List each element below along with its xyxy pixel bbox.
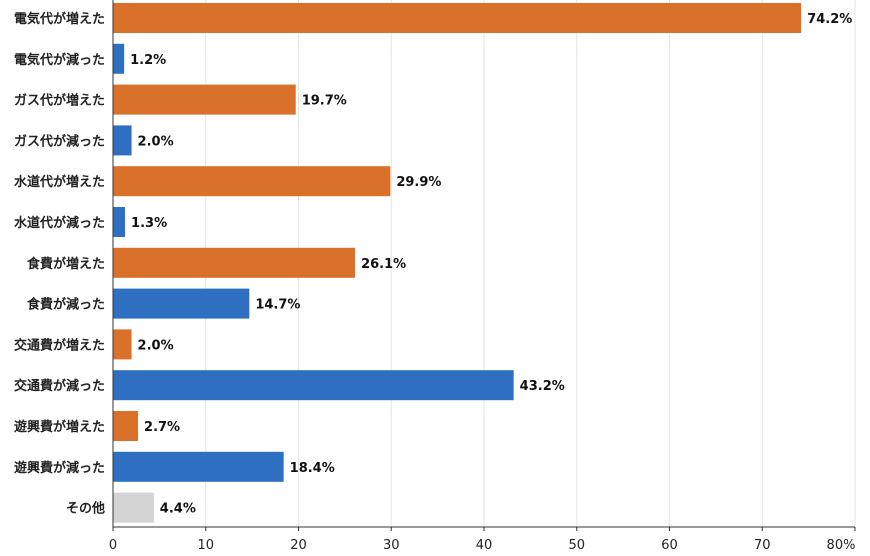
x-axis-ticks: 0 10 20 30 40 50 60 70 80% [109, 527, 856, 553]
data-label: 2.7% [144, 420, 180, 435]
data-label: 26.1% [361, 257, 406, 272]
x-tick-label: 50 [568, 538, 585, 553]
bar [113, 166, 391, 197]
x-tick-label: 10 [197, 538, 214, 553]
x-tick-label: 70 [754, 538, 771, 553]
category-label: 交通費が増えた [14, 337, 105, 353]
bar [113, 3, 802, 33]
bar [113, 247, 356, 278]
data-label: 19.7% [302, 94, 347, 109]
bar [113, 207, 126, 237]
bar [113, 288, 250, 319]
category-label: 遊興費が増えた [14, 419, 105, 435]
value-labels: 74.2% 1.2% 19.7% 2.0% 29.9% 1.3% 26.1% 14.7% 2.0… [130, 12, 852, 517]
x-tick-label: 40 [476, 538, 493, 553]
bar [113, 329, 132, 360]
bars [113, 3, 802, 523]
bar [113, 451, 284, 482]
data-label: 29.9% [396, 175, 441, 190]
bar [113, 43, 125, 74]
x-tick-label: 60 [661, 538, 678, 553]
category-labels: 電気代が増えた電気代が減ったガス代が増えたガス代が減った水道代が増えた水道代が減… [14, 11, 105, 517]
category-label: ガス代が減った [14, 133, 105, 149]
data-label: 4.4% [160, 502, 196, 517]
category-label: 食費が増えた [27, 256, 105, 272]
category-label: 水道代が増えた [14, 174, 105, 190]
x-tick-label: 20 [290, 538, 307, 553]
data-label: 18.4% [290, 461, 335, 476]
category-label: ガス代が増えた [14, 93, 105, 109]
bar [113, 125, 132, 156]
bar [113, 84, 296, 115]
bar [113, 370, 514, 401]
data-label: 14.7% [255, 298, 300, 313]
data-label: 1.2% [130, 53, 166, 68]
data-label: 43.2% [520, 379, 565, 394]
x-tick-label: 0 [109, 538, 117, 553]
bar [113, 492, 154, 523]
data-label: 2.0% [138, 134, 174, 149]
category-label: 電気代が減った [14, 52, 105, 68]
data-label: 1.3% [131, 216, 167, 231]
category-label: 遊興費が減った [14, 460, 105, 476]
category-label: 水道代が減った [14, 215, 105, 231]
category-label: その他 [66, 501, 105, 517]
data-label: 74.2% [807, 12, 852, 27]
bar [113, 411, 139, 441]
data-label: 2.0% [138, 338, 174, 353]
category-label: 電気代が増えた [14, 11, 105, 27]
category-label: 交通費が減った [14, 378, 105, 394]
grid-lines [205, 0, 856, 527]
x-tick-label: 80% [827, 538, 856, 553]
category-label: 食費が減った [27, 297, 105, 313]
x-tick-label: 30 [383, 538, 400, 553]
